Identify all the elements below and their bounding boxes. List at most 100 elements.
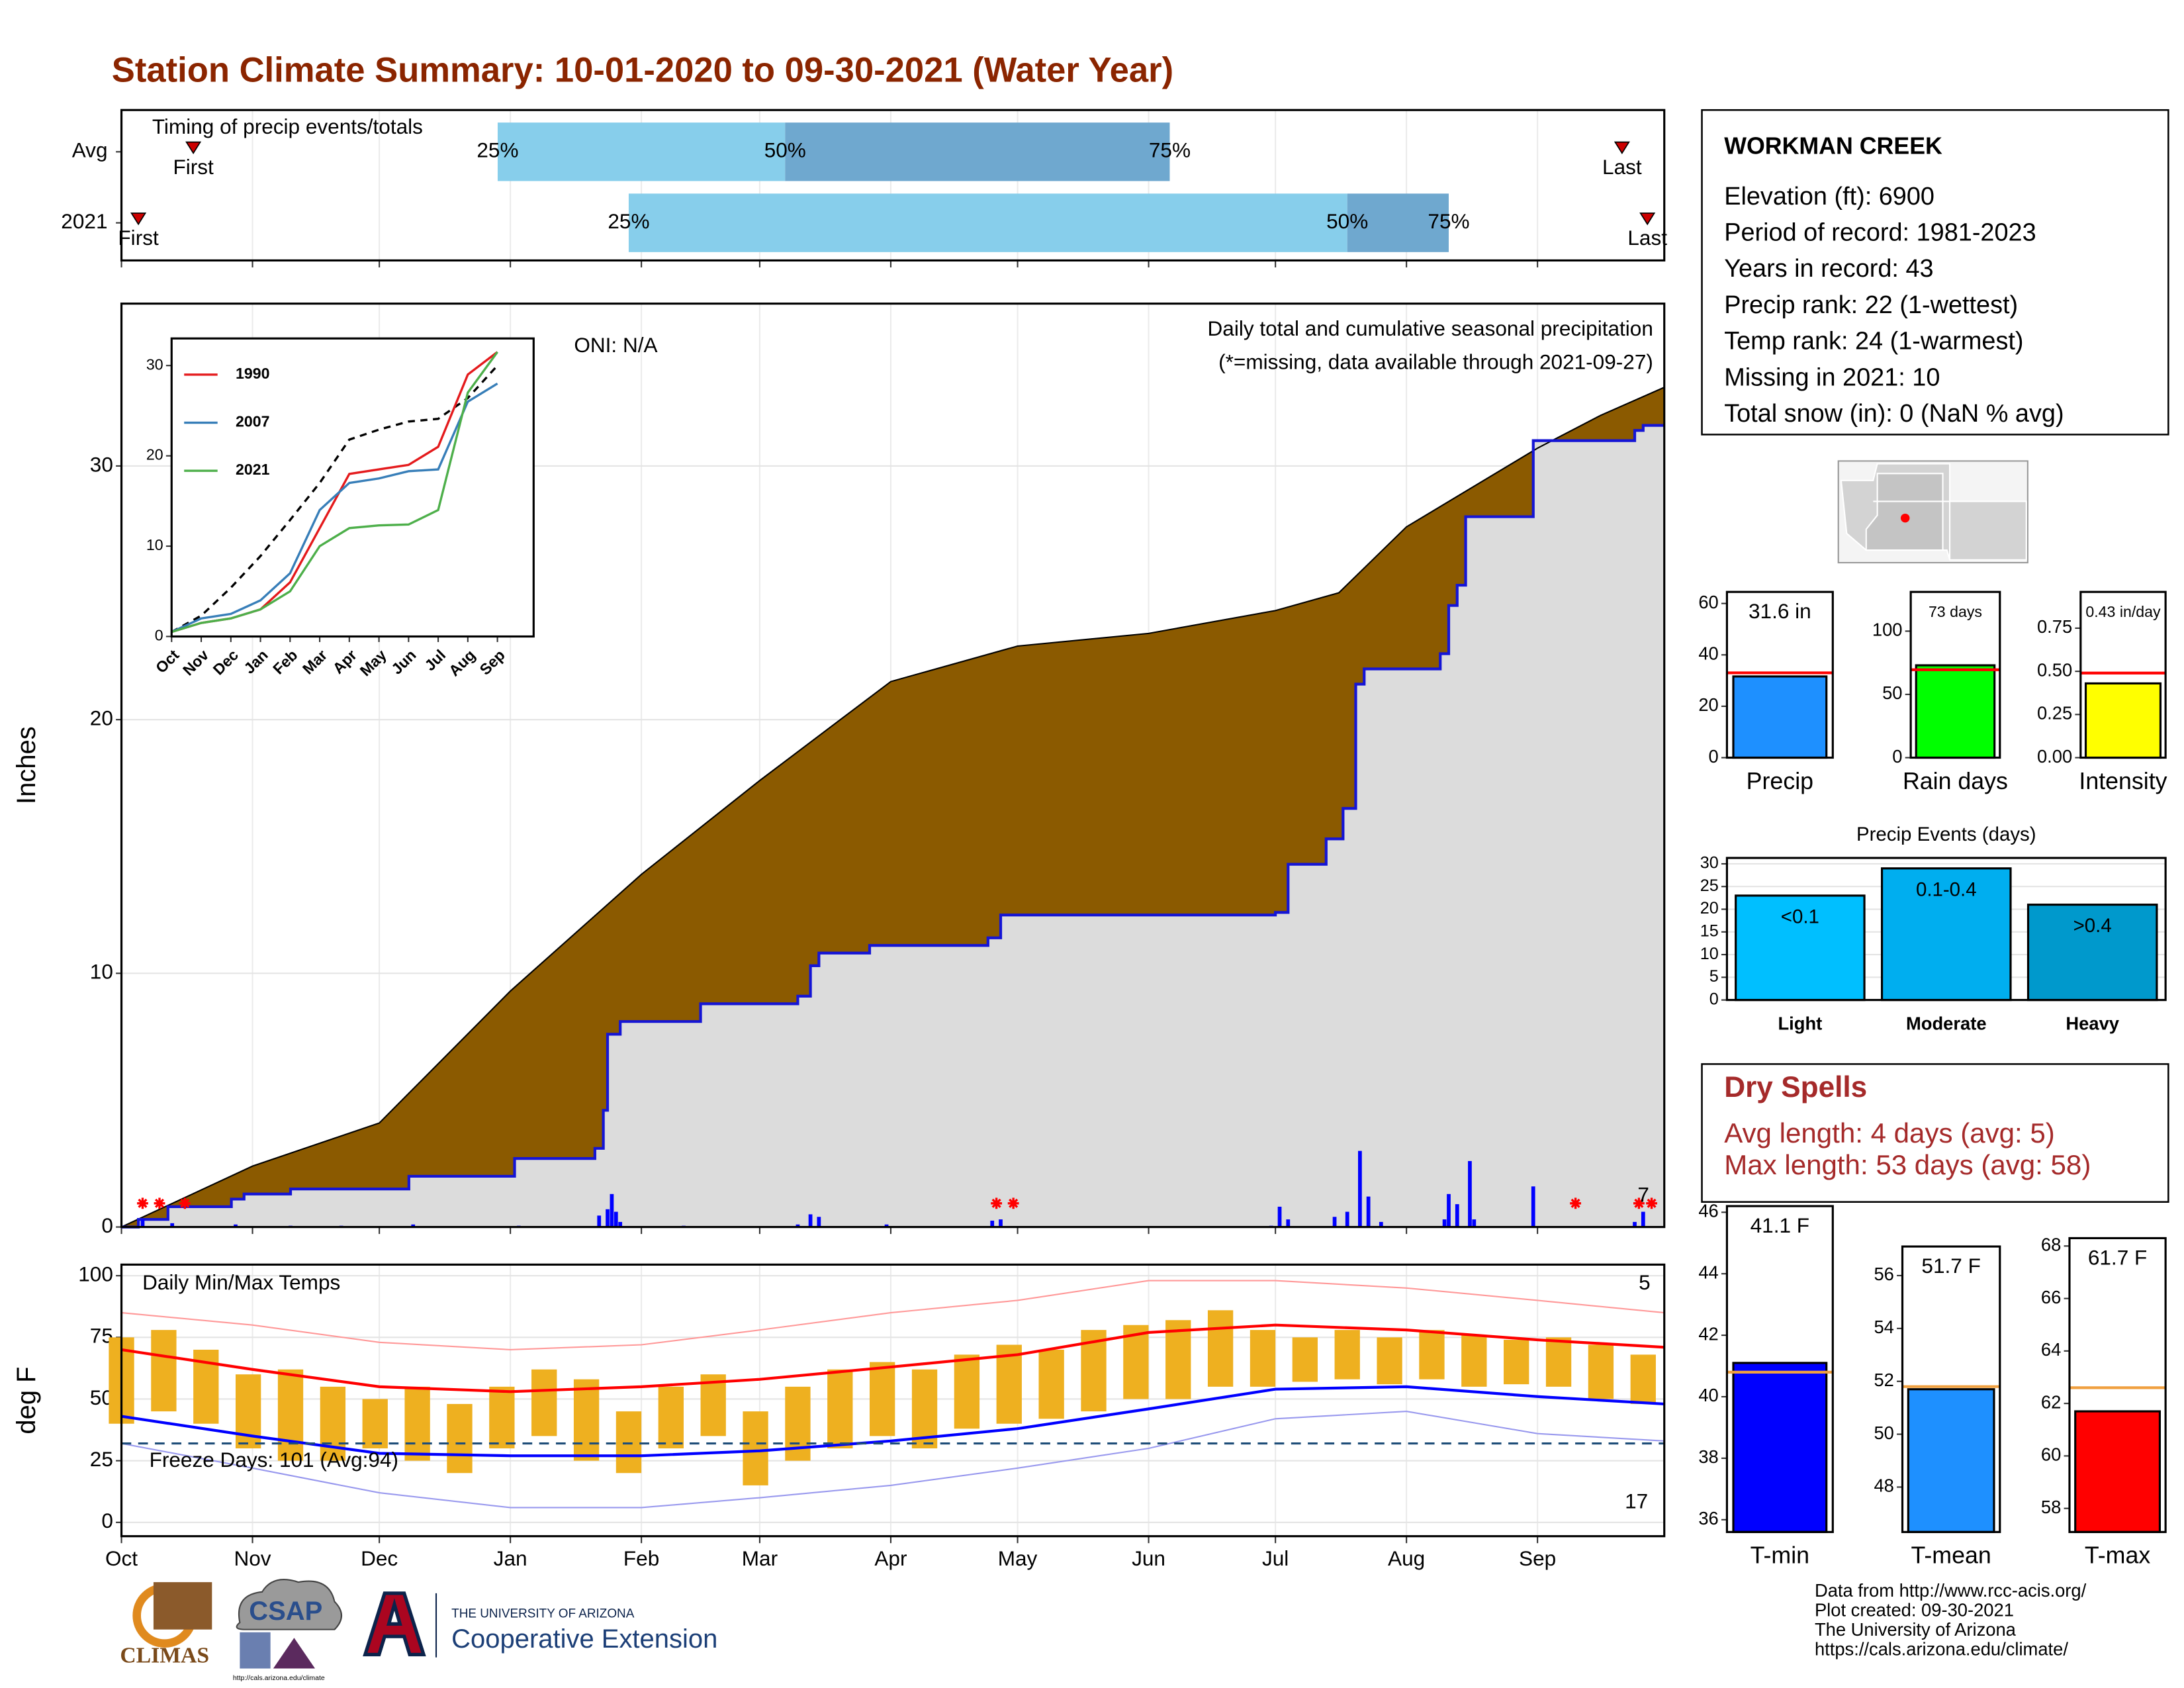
dry-spells-title: Dry Spells [1724,1071,1867,1103]
row-label: Avg [72,138,108,162]
temp-frame [120,1263,1666,1538]
value-label: 31.6 in [1749,599,1811,623]
bin-label: >0.4 [2073,915,2112,937]
csap-logo-text: CSAP [249,1597,322,1626]
temp-range-bar [1504,1340,1529,1385]
record-high-count: 5 [1639,1270,1651,1294]
quantile-label: 75% [1428,209,1469,233]
area-fill [121,425,1664,1227]
temp-range-bar [277,1369,304,1461]
y-tick-label: 30 [1700,854,1719,872]
y-tick-label: 0 [1709,990,1719,1008]
y-tick-label: 50 [1882,682,1902,703]
daily-bar [618,1221,623,1227]
bar [1732,675,1828,759]
map-border [1873,463,2026,560]
event-marker [185,141,202,155]
daily-bar [1366,1196,1371,1227]
temp-line [121,1385,1664,1458]
daily-bar [597,1215,602,1227]
daily-bar [1472,1219,1477,1227]
daily-bar [1468,1160,1472,1227]
temp-line [121,1280,1664,1351]
marker-label: First [173,155,214,179]
missing-marker [154,1197,165,1209]
row-label: 2021 [61,209,107,233]
y-tick-label: 20 [90,706,113,729]
category-label: T-mean [1911,1542,1991,1569]
y-tick-label: 0.25 [2037,703,2072,724]
y-tick-label: 42 [1698,1323,1718,1344]
temp-range-bar [1630,1354,1656,1404]
x-tick-label: Jul [1262,1546,1289,1570]
quantile-label: 25% [477,138,518,162]
record-low-count: 17 [1625,1489,1648,1513]
bar [2074,1410,2161,1533]
daily-bar [614,1211,618,1227]
temp-range-bar [870,1362,895,1436]
marker-label: Last [1602,155,1642,179]
quantile-label: 50% [764,138,806,162]
x-tick-label: Mar [742,1546,778,1570]
temp-range-bar [489,1386,515,1449]
university-name: THE UNIVERSITY OF ARIZONA [451,1607,635,1620]
daily-bar [808,1214,813,1227]
x-tick-label: Dec [361,1546,398,1570]
x-tick-label: Feb [623,1546,659,1570]
bar-frame [2068,1237,2167,1533]
chart-title: Precip Events (days) [1856,823,2036,845]
daily-bar [1332,1217,1337,1227]
bar-frame [1725,857,2167,1002]
quantile-label: 25% [608,209,649,233]
y-axis-title: Inches [12,726,41,804]
daily-bar [1379,1221,1383,1227]
daily-bar [1447,1194,1451,1227]
daily-bar [140,1219,145,1227]
station-name: WORKMAN CREEK [1724,132,1942,159]
y-tick-label: 0 [1892,746,1902,767]
x-tick-label: Jan [494,1546,527,1570]
temp-range-bar [658,1386,684,1449]
value-label: 73 days [1929,603,1982,620]
value-label: 0.43 in/day [2085,603,2161,620]
bar [2084,682,2162,759]
daily-bar [990,1221,995,1227]
bar [1907,1388,1995,1533]
daily-bar [999,1219,1003,1227]
ua-logo [363,1591,426,1657]
dry-spells-box [1701,1063,2169,1203]
temp-range-bar [573,1379,600,1461]
value-label: 51.7 F [1921,1254,1980,1278]
y-tick-label: 30 [90,452,113,476]
station-line: Missing in 2021: 10 [1724,363,1940,391]
daily-bar [1455,1204,1459,1227]
y-tick-label: 20 [1698,694,1718,715]
y-tick-label: 58 [2041,1497,2061,1517]
timing-bar [628,193,1347,252]
bar-frame [1725,590,1834,759]
station-line: Total snow (in): 0 (NaN % avg) [1724,400,2064,428]
map-state [1865,473,1944,551]
temp-range-bar [954,1354,980,1429]
temp-range-bar [1038,1349,1064,1419]
y-tick-label: 25 [1700,876,1719,895]
temp-range-bar [1250,1330,1276,1387]
y-tick-label: 38 [1698,1446,1718,1467]
y-tick-label: 40 [1698,643,1718,664]
extension-name: Cooperative Extension [451,1624,717,1654]
category-label: Moderate [1906,1013,1987,1034]
x-tick-label: Jun [1132,1546,1165,1570]
station-line: Elevation (ft): 6900 [1724,183,1934,211]
y-tick-label: 0 [101,1213,113,1237]
daily-bar [817,1217,821,1227]
panel-label: Timing of precip events/totals [152,115,423,138]
category-label: T-max [2085,1542,2150,1569]
oni-label: ONI: N/A [574,333,657,357]
marker-label: Last [1627,226,1667,250]
temp-range-bar [1207,1310,1234,1387]
daily-bar [1277,1206,1282,1227]
temp-range-bar [1419,1330,1445,1380]
event-marker [1639,212,1656,226]
category-label: Rain days [1903,768,2008,794]
